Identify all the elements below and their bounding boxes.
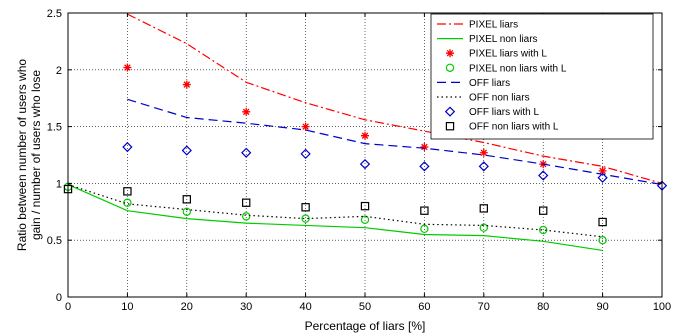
- data-point-off-non-liars-with-l: [360, 201, 370, 211]
- x-tick-label: 10: [121, 301, 133, 313]
- series-layer: [63, 13, 668, 252]
- series-off-non-liars: [67, 183, 603, 238]
- data-point-off-non-liars-with-l: [598, 217, 607, 227]
- y-tick-label: 2: [56, 65, 62, 77]
- data-point-off-liars-with-l: [181, 145, 192, 156]
- legend-label-pixel-liars: PIXEL liars: [469, 20, 518, 31]
- series-line-pixel-liars: [127, 13, 663, 184]
- legend-swatch-pixel-liars-with-l: [446, 49, 454, 58]
- x-tick-label: 90: [596, 301, 608, 313]
- legend-label-pixel-non-liars-with-l: PIXEL non liars with L: [469, 63, 567, 74]
- y-tick-label: 0: [56, 292, 62, 304]
- data-point-off-non-liars-with-l: [479, 204, 489, 213]
- data-point-off-non-liars-with-l: [538, 206, 548, 215]
- x-tick-label: 20: [181, 301, 193, 313]
- data-point-pixel-non-liars-with-l: [479, 223, 488, 232]
- legend-label-off-liars: OFF liars: [469, 78, 510, 89]
- series-line-off-liars: [127, 98, 663, 186]
- data-point-pixel-non-liars-with-l: [420, 224, 429, 234]
- data-point-off-liars-with-l: [241, 147, 252, 158]
- data-point-pixel-non-liars-with-l: [360, 215, 370, 224]
- x-tick-label: 80: [537, 301, 549, 313]
- series-off-liars-with-l: [122, 141, 668, 191]
- data-point-pixel-liars-with-l: [598, 166, 607, 175]
- legend-swatch-pixel-non-liars-with-l: [445, 63, 455, 73]
- data-point-pixel-non-liars-with-l: [241, 212, 251, 221]
- series-off-non-liars-with-l: [63, 184, 607, 227]
- data-point-off-liars-with-l: [359, 158, 371, 170]
- legend-label-pixel-non-liars: PIXEL non liars: [469, 34, 538, 45]
- x-tick-label: 60: [418, 301, 430, 313]
- data-point-off-liars-with-l: [419, 161, 430, 172]
- data-point-off-non-liars-with-l: [420, 206, 429, 215]
- data-point-pixel-liars-with-l: [479, 148, 488, 157]
- x-tick-label: 100: [653, 301, 671, 313]
- legend-swatch-off-liars-with-l: [444, 106, 456, 117]
- y-tick-label: 1.5: [47, 122, 62, 134]
- x-axis-label: Percentage of liars [%]: [305, 319, 426, 333]
- data-point-pixel-non-liars-with-l: [539, 225, 548, 235]
- series-line-off-non-liars: [67, 183, 603, 238]
- x-tick-label: 40: [299, 301, 311, 313]
- legend-box: [430, 13, 654, 140]
- data-point-off-liars-with-l: [300, 148, 311, 160]
- legend-label-off-non-liars: OFF non liars: [469, 93, 530, 104]
- x-tick-label: 30: [240, 301, 252, 313]
- ticks: 0 10 20 30 40 50 60 70 80 90 100 0 0.5 1 1.5 2 2.5: [47, 8, 671, 313]
- data-point-pixel-liars-with-l: [361, 131, 369, 140]
- data-point-off-non-liars-with-l: [301, 203, 310, 212]
- data-point-off-non-liars-with-l: [242, 198, 251, 207]
- y-axis-label-line-1: Ratio between number of users who: [15, 59, 29, 251]
- legend-label-pixel-liars-with-l: PIXEL liars with L: [469, 49, 547, 60]
- y-axis-label-line-2: gain / number of users who lose: [29, 70, 43, 240]
- data-point-pixel-non-liars-with-l: [301, 214, 310, 223]
- y-tick-label: 1: [56, 178, 62, 190]
- data-point-pixel-liars-with-l: [123, 63, 132, 72]
- data-point-off-non-liars-with-l: [123, 187, 132, 196]
- y-tick-label: 0.5: [47, 235, 62, 247]
- series-line-pixel-non-liars: [67, 183, 603, 252]
- x-tick-label: 0: [65, 301, 71, 313]
- legend: PIXEL liars PIXEL non liars PIXEL liars wi…: [430, 13, 654, 140]
- data-point-off-liars-with-l: [538, 170, 549, 181]
- series-off-liars: [127, 98, 663, 186]
- data-point-pixel-liars-with-l: [182, 80, 191, 89]
- data-point-pixel-liars-with-l: [242, 107, 251, 116]
- data-point-off-liars-with-l: [478, 161, 489, 172]
- data-point-off-liars-with-l: [597, 172, 608, 183]
- x-tick-label: 50: [359, 301, 371, 313]
- series-pixel-non-liars: [67, 183, 603, 252]
- x-tick-label: 70: [478, 301, 490, 313]
- y-tick-label: 2.5: [47, 8, 62, 20]
- series-pixel-liars: [127, 13, 663, 184]
- data-point-pixel-non-liars-with-l: [182, 207, 191, 216]
- data-point-pixel-liars-with-l: [420, 143, 429, 152]
- data-point-off-non-liars-with-l: [182, 195, 191, 204]
- data-point-pixel-liars-with-l: [301, 122, 310, 131]
- legend-label-off-non-liars-with-l: OFF non liars with L: [469, 122, 559, 133]
- legend-swatch-off-non-liars-with-l: [445, 121, 455, 131]
- legend-label-off-liars-with-l: OFF liars with L: [469, 107, 539, 118]
- data-point-pixel-non-liars-with-l: [598, 235, 607, 245]
- data-point-off-liars-with-l: [122, 141, 133, 153]
